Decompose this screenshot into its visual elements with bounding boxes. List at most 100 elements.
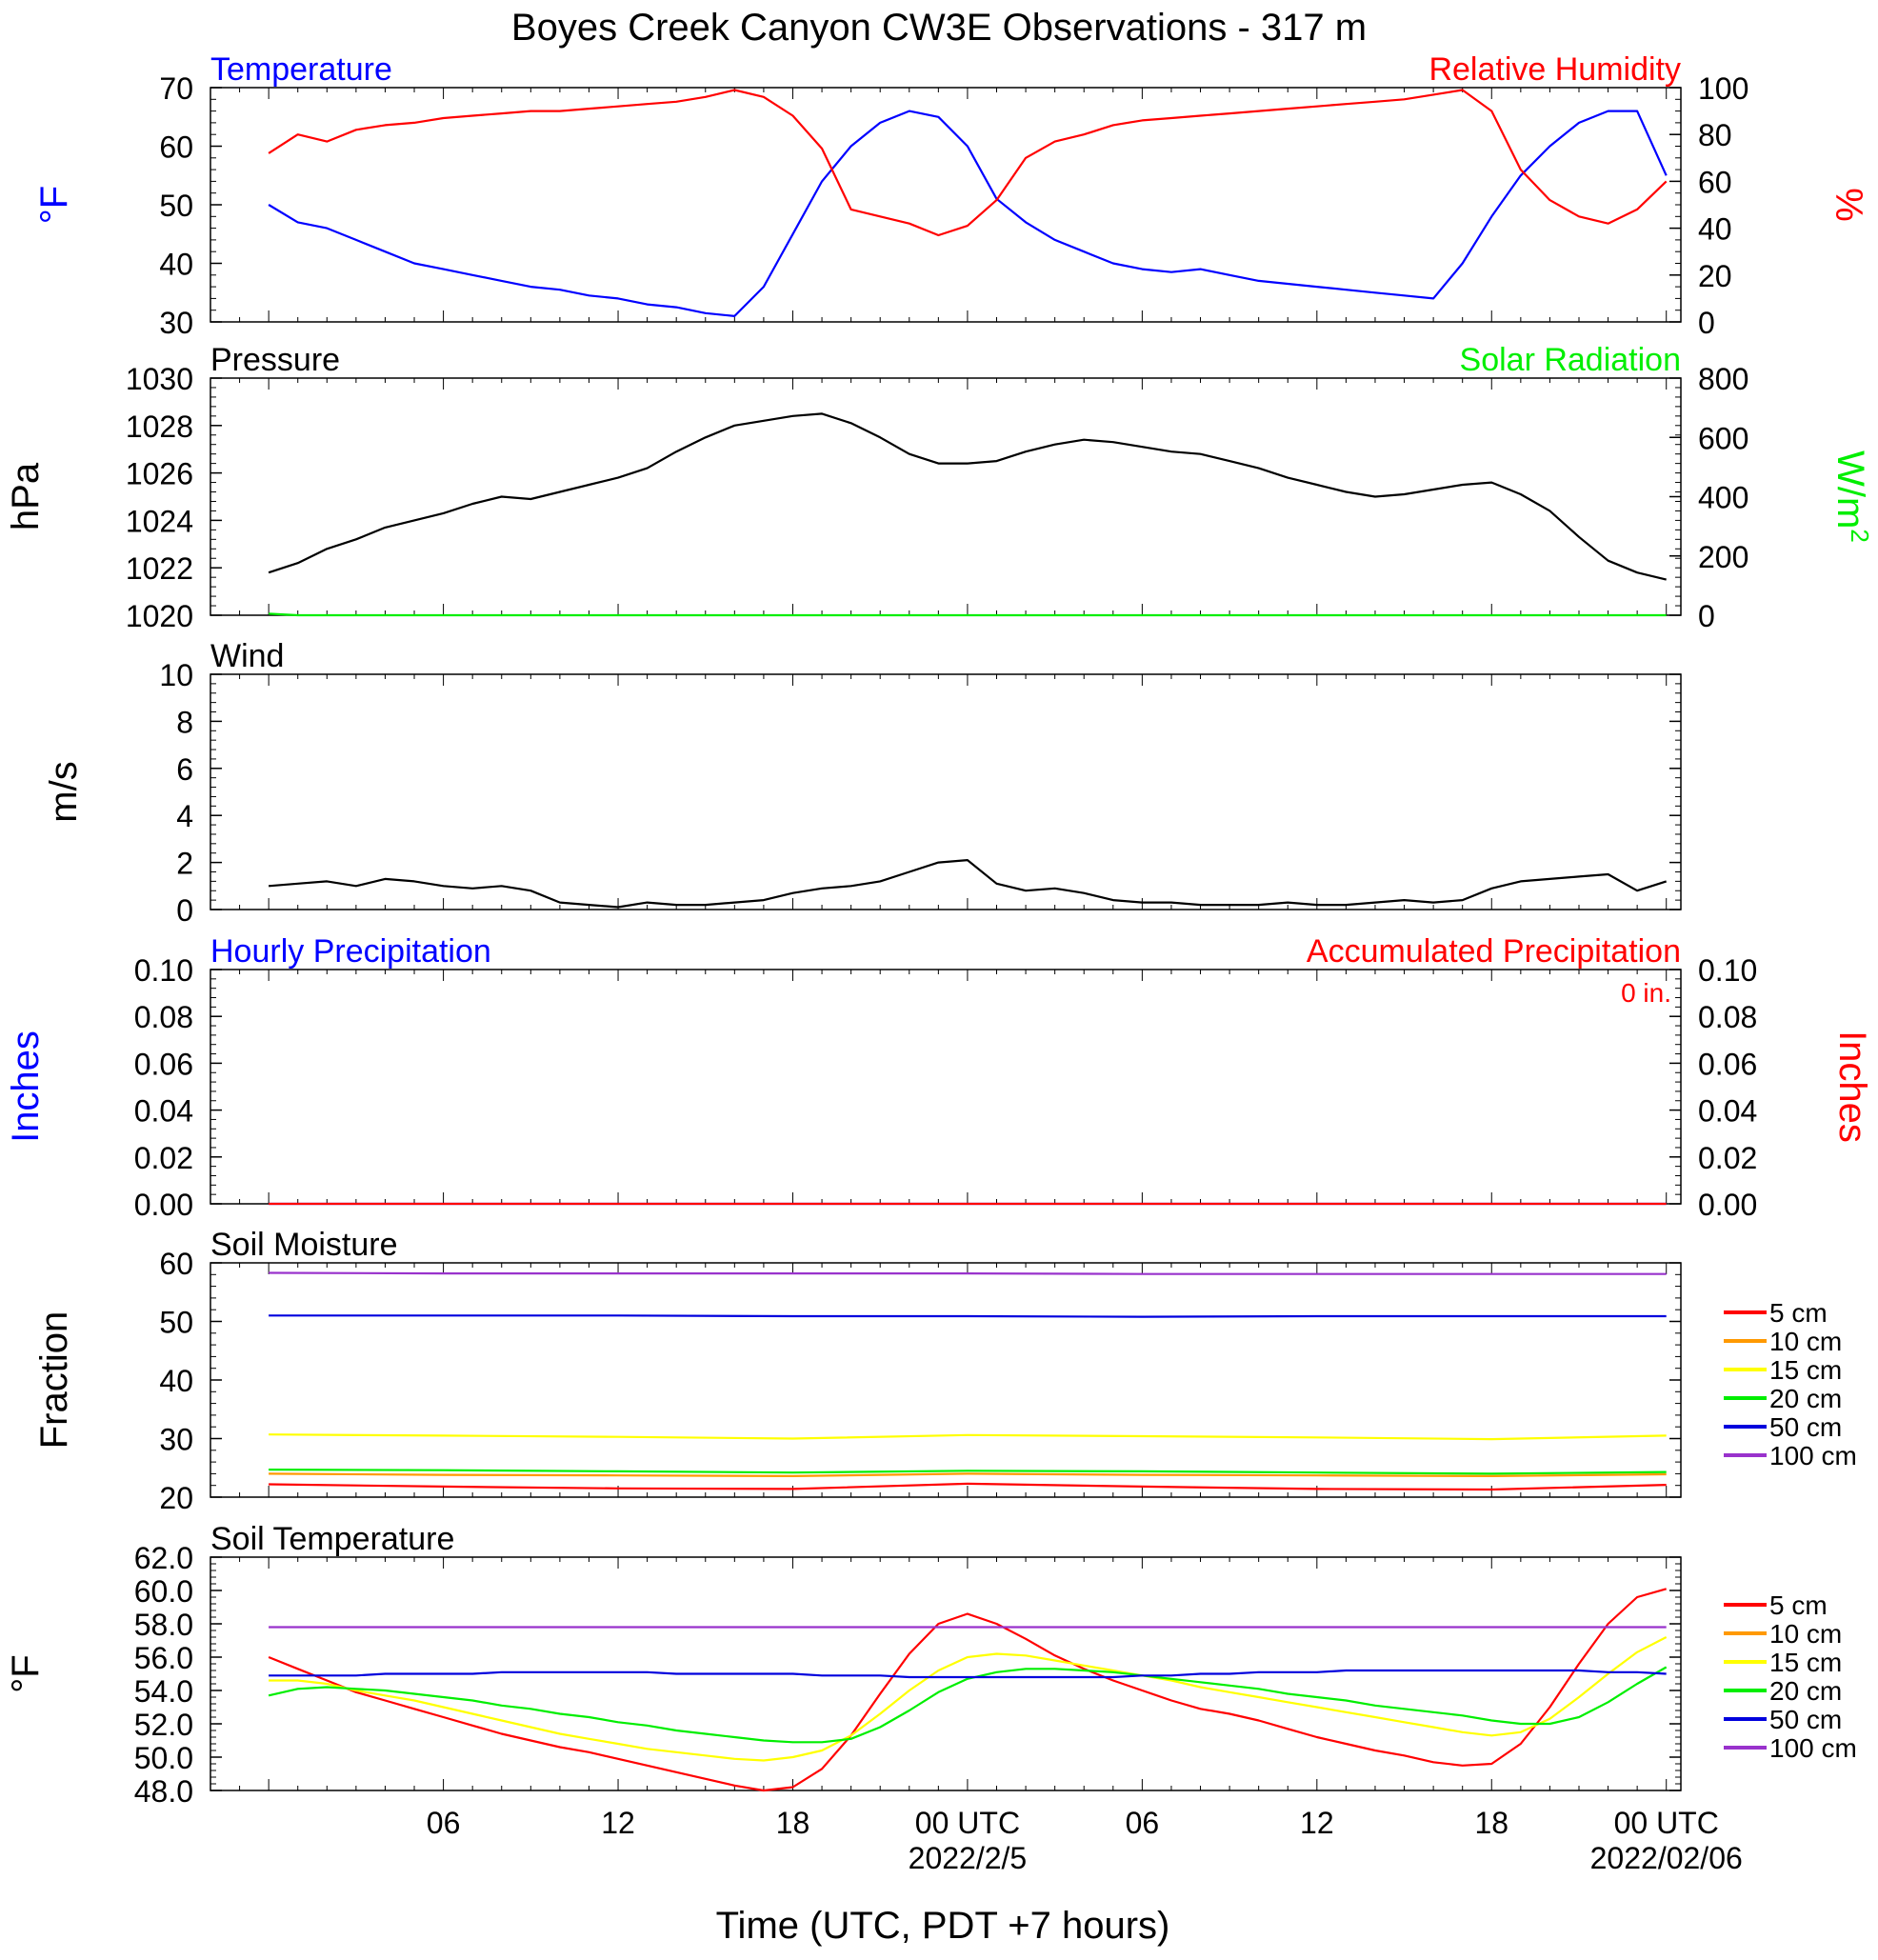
panel-title-left: Pressure <box>210 342 340 378</box>
series-line-relative-humidity <box>268 89 1668 237</box>
y-tick-label-left: 0.04 <box>134 1094 193 1129</box>
x-axis-label: Time (UTC, PDT +7 hours) <box>716 1905 1170 1947</box>
y-tick-label-right: 0 <box>1698 599 1715 633</box>
panel-precipitation: 0.00 0.02 0.04 0.06 0.08 0.10 0.00 0.02 0.04 0.06… <box>5 933 1873 1222</box>
series-line-100-cm <box>269 1271 1667 1275</box>
legend-label: 50 cm <box>1769 1705 1842 1734</box>
y-tick-label-right: 80 <box>1698 118 1732 152</box>
legend-label: 20 cm <box>1769 1676 1842 1706</box>
series-line-50-cm <box>269 1669 1667 1679</box>
x-tick-label: 12 <box>1300 1806 1334 1840</box>
y-tick-label-right: 0 <box>1698 306 1715 340</box>
y-tick-label-left: 0.10 <box>134 953 193 988</box>
y-tick-label-right: 0.00 <box>1698 1188 1757 1222</box>
y-axis-label-left: Fraction <box>33 1311 75 1450</box>
panel-title-right: Solar Radiation <box>1460 342 1681 378</box>
y-tick-label-left: 60 <box>159 130 193 165</box>
x-tick-label: 00 UTC <box>915 1806 1020 1840</box>
y-axis-label-right: % <box>1828 188 1869 222</box>
y-tick-label-left: 20 <box>159 1481 193 1515</box>
y-tick-label-left: 0 <box>176 893 193 928</box>
y-axis-label-right: Inches <box>1831 1030 1873 1143</box>
y-tick-label-right: 0.02 <box>1698 1141 1757 1175</box>
annotation: 0 in. <box>1621 978 1671 1008</box>
x-date-label: 2022/2/5 <box>909 1841 1028 1875</box>
y-axis-label-right-superscript: 2 <box>1846 529 1874 542</box>
legend-label: 15 cm <box>1769 1355 1842 1385</box>
y-tick-label-left: 0.00 <box>134 1188 193 1222</box>
y-tick-label-left: 50.0 <box>134 1741 193 1775</box>
panel-pressure_solar: 1020 1022 1024 1026 1028 1030 0 200 400 600 800 Pre… <box>5 342 1874 633</box>
panel-title-right: Accumulated Precipitation <box>1307 933 1681 970</box>
panel-title-left: Temperature <box>210 51 392 88</box>
x-date-label: 2022/02/06 <box>1590 1841 1743 1875</box>
panel-wind: 0 2 4 6 8 10 Wind m/s <box>43 638 1682 928</box>
y-tick-label-right: 100 <box>1698 71 1748 106</box>
series-line-15-cm <box>269 1433 1667 1441</box>
y-tick-label-left: 50 <box>159 1306 193 1340</box>
y-tick-label-left: 8 <box>176 705 193 739</box>
panel-soil_temperature: 48.050.052.054.056.058.060.062.0 Soil Tem… <box>5 1521 1857 1809</box>
legend-label: 100 cm <box>1769 1441 1857 1470</box>
y-tick-label-right: 0.06 <box>1698 1047 1757 1081</box>
legend-label: 10 cm <box>1769 1327 1842 1356</box>
y-tick-label-right: 400 <box>1698 481 1748 515</box>
y-tick-label-left: 52.0 <box>134 1708 193 1742</box>
y-tick-label-left: 62.0 <box>134 1541 193 1575</box>
y-tick-label-left: 50 <box>159 189 193 223</box>
y-axis-label-left: hPa <box>5 462 47 530</box>
plot-frame <box>210 1556 1682 1791</box>
y-axis-label-left: Inches <box>5 1030 47 1143</box>
legend-label: 20 cm <box>1769 1384 1842 1413</box>
y-tick-label-right: 800 <box>1698 362 1748 396</box>
y-tick-label-left: 60 <box>159 1247 193 1281</box>
y-tick-label-left: 1026 <box>126 457 193 491</box>
series-line-50-cm <box>269 1314 1667 1318</box>
y-tick-label-left: 1024 <box>126 504 193 538</box>
y-tick-label-left: 30 <box>159 306 193 340</box>
series-line-pressure <box>268 412 1667 581</box>
figure-title: Boyes Creek Canyon CW3E Observations - 3… <box>511 7 1367 49</box>
legend-label: 5 cm <box>1769 1298 1828 1328</box>
y-tick-label-left: 40 <box>159 1364 193 1398</box>
series-line-15-cm <box>269 1636 1668 1762</box>
y-tick-label-left: 4 <box>176 799 193 833</box>
legend-label: 15 cm <box>1769 1648 1842 1677</box>
panel-title-left: Soil Moisture <box>210 1227 398 1263</box>
series-line-wind-speed <box>269 858 1668 909</box>
y-tick-label-left: 1020 <box>126 599 193 633</box>
y-tick-label-left: 40 <box>159 248 193 282</box>
y-tick-label-right: 20 <box>1698 259 1732 293</box>
x-tick-label: 18 <box>776 1806 810 1840</box>
series-line-20-cm <box>268 1666 1668 1744</box>
panel-title-right: Relative Humidity <box>1428 51 1681 88</box>
y-tick-label-left: 6 <box>176 752 193 787</box>
x-tick-label: 00 UTC <box>1614 1806 1719 1840</box>
y-tick-label-left: 0.02 <box>134 1141 193 1175</box>
legend-label: 10 cm <box>1769 1619 1842 1649</box>
panel-temperature_rh: 30 40 50 60 70 0 20 40 60 80 100 Temperature Relativ… <box>33 51 1869 340</box>
series-line-5-cm <box>269 1482 1667 1491</box>
series-line-20-cm <box>269 1468 1667 1475</box>
series-line-10-cm <box>269 1472 1667 1478</box>
series-line-5-cm <box>268 1588 1668 1792</box>
panel-title-left: Hourly Precipitation <box>210 933 491 970</box>
y-tick-label-left: 56.0 <box>134 1641 193 1675</box>
y-axis-label-left: °F <box>5 1654 47 1692</box>
y-tick-label-left: 1022 <box>126 551 193 586</box>
y-tick-label-left: 0.08 <box>134 1000 193 1034</box>
x-tick-label: 06 <box>1126 1806 1160 1840</box>
legend-label: 100 cm <box>1769 1733 1857 1763</box>
y-tick-label-left: 54.0 <box>134 1674 193 1709</box>
y-tick-label-left: 60.0 <box>134 1574 193 1609</box>
plot-frame <box>210 673 1682 910</box>
panel-title-left: Wind <box>210 638 284 674</box>
y-tick-label-left: 2 <box>176 847 193 881</box>
series-line-solar-radiation <box>269 612 1667 617</box>
y-axis-label-right: W/m2 <box>1829 450 1874 543</box>
